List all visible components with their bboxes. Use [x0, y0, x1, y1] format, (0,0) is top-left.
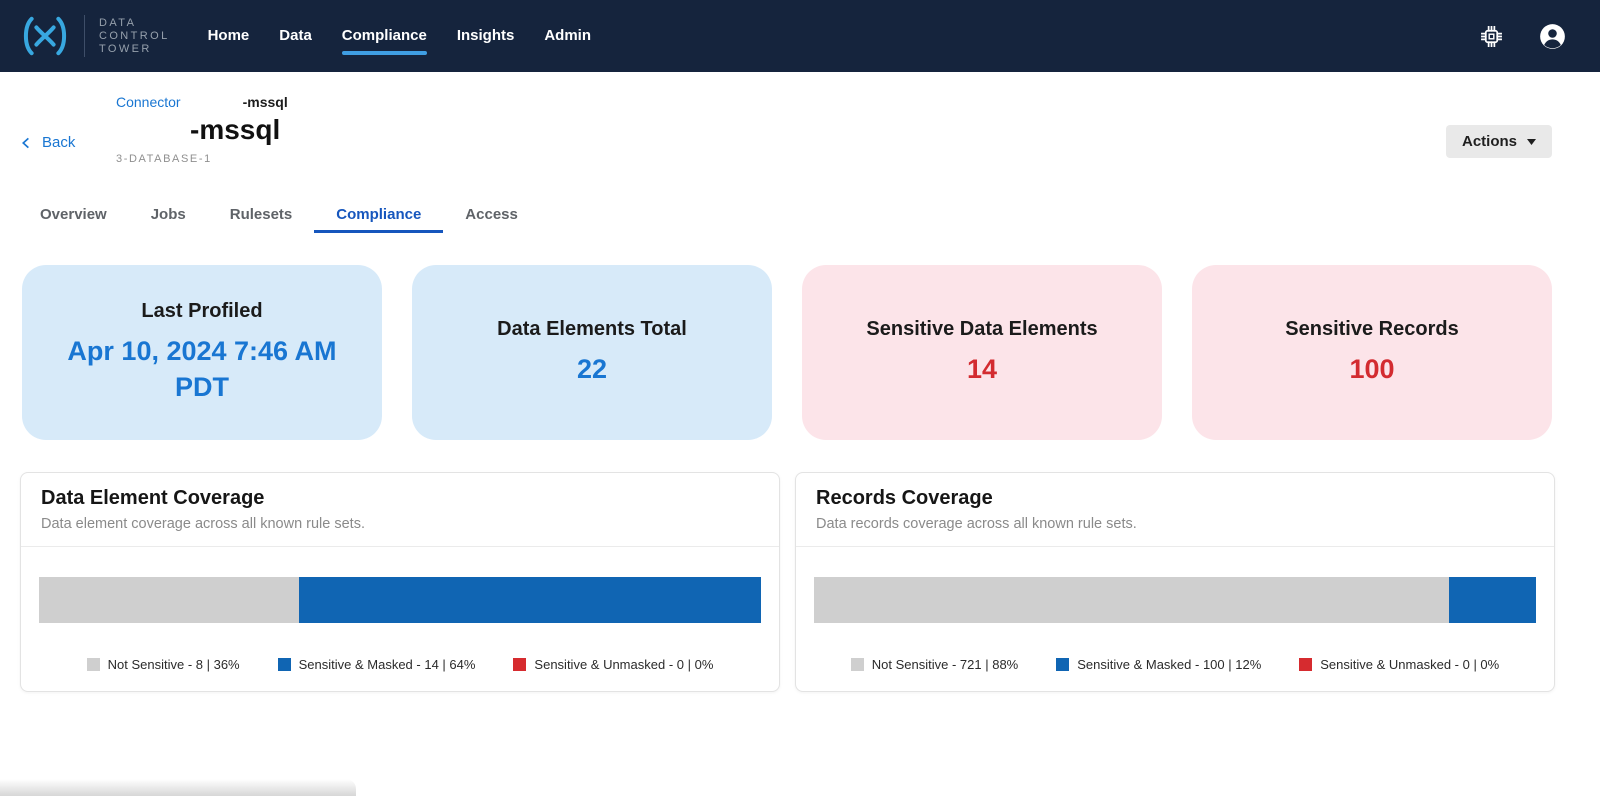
title-block: Connector -mssql -mssql 3-DATABASE-1: [116, 94, 1600, 165]
card-value: 14: [966, 353, 998, 384]
nav-item-admin[interactable]: Admin: [544, 26, 592, 44]
card-title: Sensitive Records: [1285, 317, 1459, 340]
legend-swatch-icon: [1056, 658, 1070, 671]
card-value: 100: [1349, 353, 1395, 384]
panel-header: Data Element Coverage Data element cover…: [21, 473, 779, 546]
panel-header: Records Coverage Data records coverage a…: [796, 473, 1554, 546]
tab-jobs[interactable]: Jobs: [129, 196, 208, 233]
top-navbar: DATA CONTROL TOWER Home Data Compliance …: [0, 0, 1600, 72]
brand-line-3: TOWER: [99, 42, 152, 55]
card-value: Apr 10, 2024 7:46 AM PDT: [67, 335, 337, 402]
legend-label: Sensitive & Masked - 100 | 12%: [1077, 657, 1262, 672]
coverage-legend: Not Sensitive - 721 | 88% Sensitive & Mas…: [796, 657, 1554, 672]
brand: DATA CONTROL TOWER: [20, 15, 170, 57]
summary-card-sensitive-data-elements: Sensitive Data Elements 14: [802, 265, 1162, 440]
nav-item-insights[interactable]: Insights: [456, 26, 515, 44]
nav-item-home[interactable]: Home: [207, 26, 250, 44]
cpu-chip-icon[interactable]: [1480, 25, 1503, 48]
panel-divider: [21, 546, 779, 547]
panel-subtitle: Data records coverage across all known r…: [816, 516, 1137, 532]
legend-label: Not Sensitive - 721 | 88%: [871, 657, 1019, 672]
legend-item: Sensitive & Masked - 14 | 64%: [277, 657, 476, 672]
legend-label: Sensitive & Masked - 14 | 64%: [298, 657, 476, 672]
legend-item: Not Sensitive - 721 | 88%: [850, 657, 1019, 672]
data-element-coverage-panel: Data Element Coverage Data element cover…: [20, 472, 780, 692]
summary-cards: Last Profiled Apr 10, 2024 7:46 AM PDT D…: [22, 265, 1552, 440]
breadcrumb-current: -mssql: [242, 94, 288, 110]
brand-line-2: CONTROL: [99, 29, 170, 42]
panel-divider: [796, 546, 1554, 547]
legend-swatch-icon: [277, 658, 291, 671]
tab-rulesets[interactable]: Rulesets: [208, 196, 315, 233]
brand-divider: [84, 15, 85, 57]
card-value: 22: [576, 353, 608, 384]
legend-label: Sensitive & Unmasked - 0 | 0%: [534, 657, 714, 672]
back-label: Back: [42, 134, 76, 151]
brand-line-1: DATA: [99, 16, 137, 29]
bar-segment-not-sensitive: [814, 577, 1450, 623]
panel-title: Records Coverage: [816, 487, 993, 509]
legend-item: Not Sensitive - 8 | 36%: [86, 657, 240, 672]
breadcrumb-link-connector[interactable]: Connector: [116, 94, 181, 110]
page-subtitle: 3-DATABASE-1: [116, 153, 212, 165]
nav-item-data[interactable]: Data: [279, 26, 312, 44]
legend-swatch-icon: [850, 658, 864, 671]
legend-label: Not Sensitive - 8 | 36%: [107, 657, 240, 672]
legend-item: Sensitive & Unmasked - 0 | 0%: [513, 657, 713, 672]
page-header: Back Connector -mssql -mssql 3-DATABASE-…: [0, 94, 1600, 178]
summary-card-sensitive-records: Sensitive Records 100: [1192, 265, 1552, 440]
bottom-edge-artifact: [0, 779, 356, 796]
back-button[interactable]: Back: [20, 134, 75, 151]
tab-overview[interactable]: Overview: [18, 196, 129, 233]
nav-right: [1480, 23, 1582, 50]
coverage-bar: [39, 577, 761, 623]
legend-swatch-icon: [1299, 658, 1313, 671]
coverage-bar: [814, 577, 1536, 623]
legend-item: Sensitive & Unmasked - 0 | 0%: [1299, 657, 1499, 672]
actions-button[interactable]: Actions: [1445, 125, 1552, 158]
legend-label: Sensitive & Unmasked - 0 | 0%: [1320, 657, 1500, 672]
nav-item-compliance[interactable]: Compliance: [341, 26, 427, 55]
nav-links: Home Data Compliance Insights Admin: [207, 26, 592, 55]
card-title: Data Elements Total: [497, 317, 687, 340]
bar-segment-sensitive-masked: [1449, 577, 1536, 623]
brand-logo-icon: [23, 16, 67, 56]
panel-title: Data Element Coverage: [41, 487, 265, 509]
records-coverage-panel: Records Coverage Data records coverage a…: [795, 472, 1555, 692]
tab-access[interactable]: Access: [443, 196, 540, 233]
summary-card-data-elements-total: Data Elements Total 22: [412, 265, 772, 440]
tab-compliance[interactable]: Compliance: [314, 196, 444, 233]
legend-swatch-icon: [513, 658, 527, 671]
legend-swatch-icon: [86, 658, 100, 671]
bar-segment-not-sensitive: [39, 577, 299, 623]
caret-down-icon: [1527, 138, 1536, 145]
coverage-legend: Not Sensitive - 8 | 36% Sensitive & Maske…: [21, 657, 779, 672]
card-title: Sensitive Data Elements: [866, 317, 1098, 340]
account-icon[interactable]: [1539, 23, 1566, 50]
breadcrumb: Connector -mssql: [116, 94, 1600, 110]
chevron-left-icon: [22, 137, 29, 148]
coverage-panels: Data Element Coverage Data element cover…: [20, 472, 1555, 692]
bar-segment-sensitive-masked: [298, 577, 761, 623]
card-title: Last Profiled: [141, 299, 263, 322]
actions-label: Actions: [1461, 133, 1517, 150]
tab-bar: Overview Jobs Rulesets Compliance Access: [0, 196, 1600, 233]
summary-card-last-profiled: Last Profiled Apr 10, 2024 7:46 AM PDT: [22, 265, 382, 440]
legend-item: Sensitive & Masked - 100 | 12%: [1056, 657, 1261, 672]
page-title: -mssql: [190, 114, 281, 145]
brand-name: DATA CONTROL TOWER: [99, 17, 170, 56]
panel-subtitle: Data element coverage across all known r…: [41, 516, 365, 532]
